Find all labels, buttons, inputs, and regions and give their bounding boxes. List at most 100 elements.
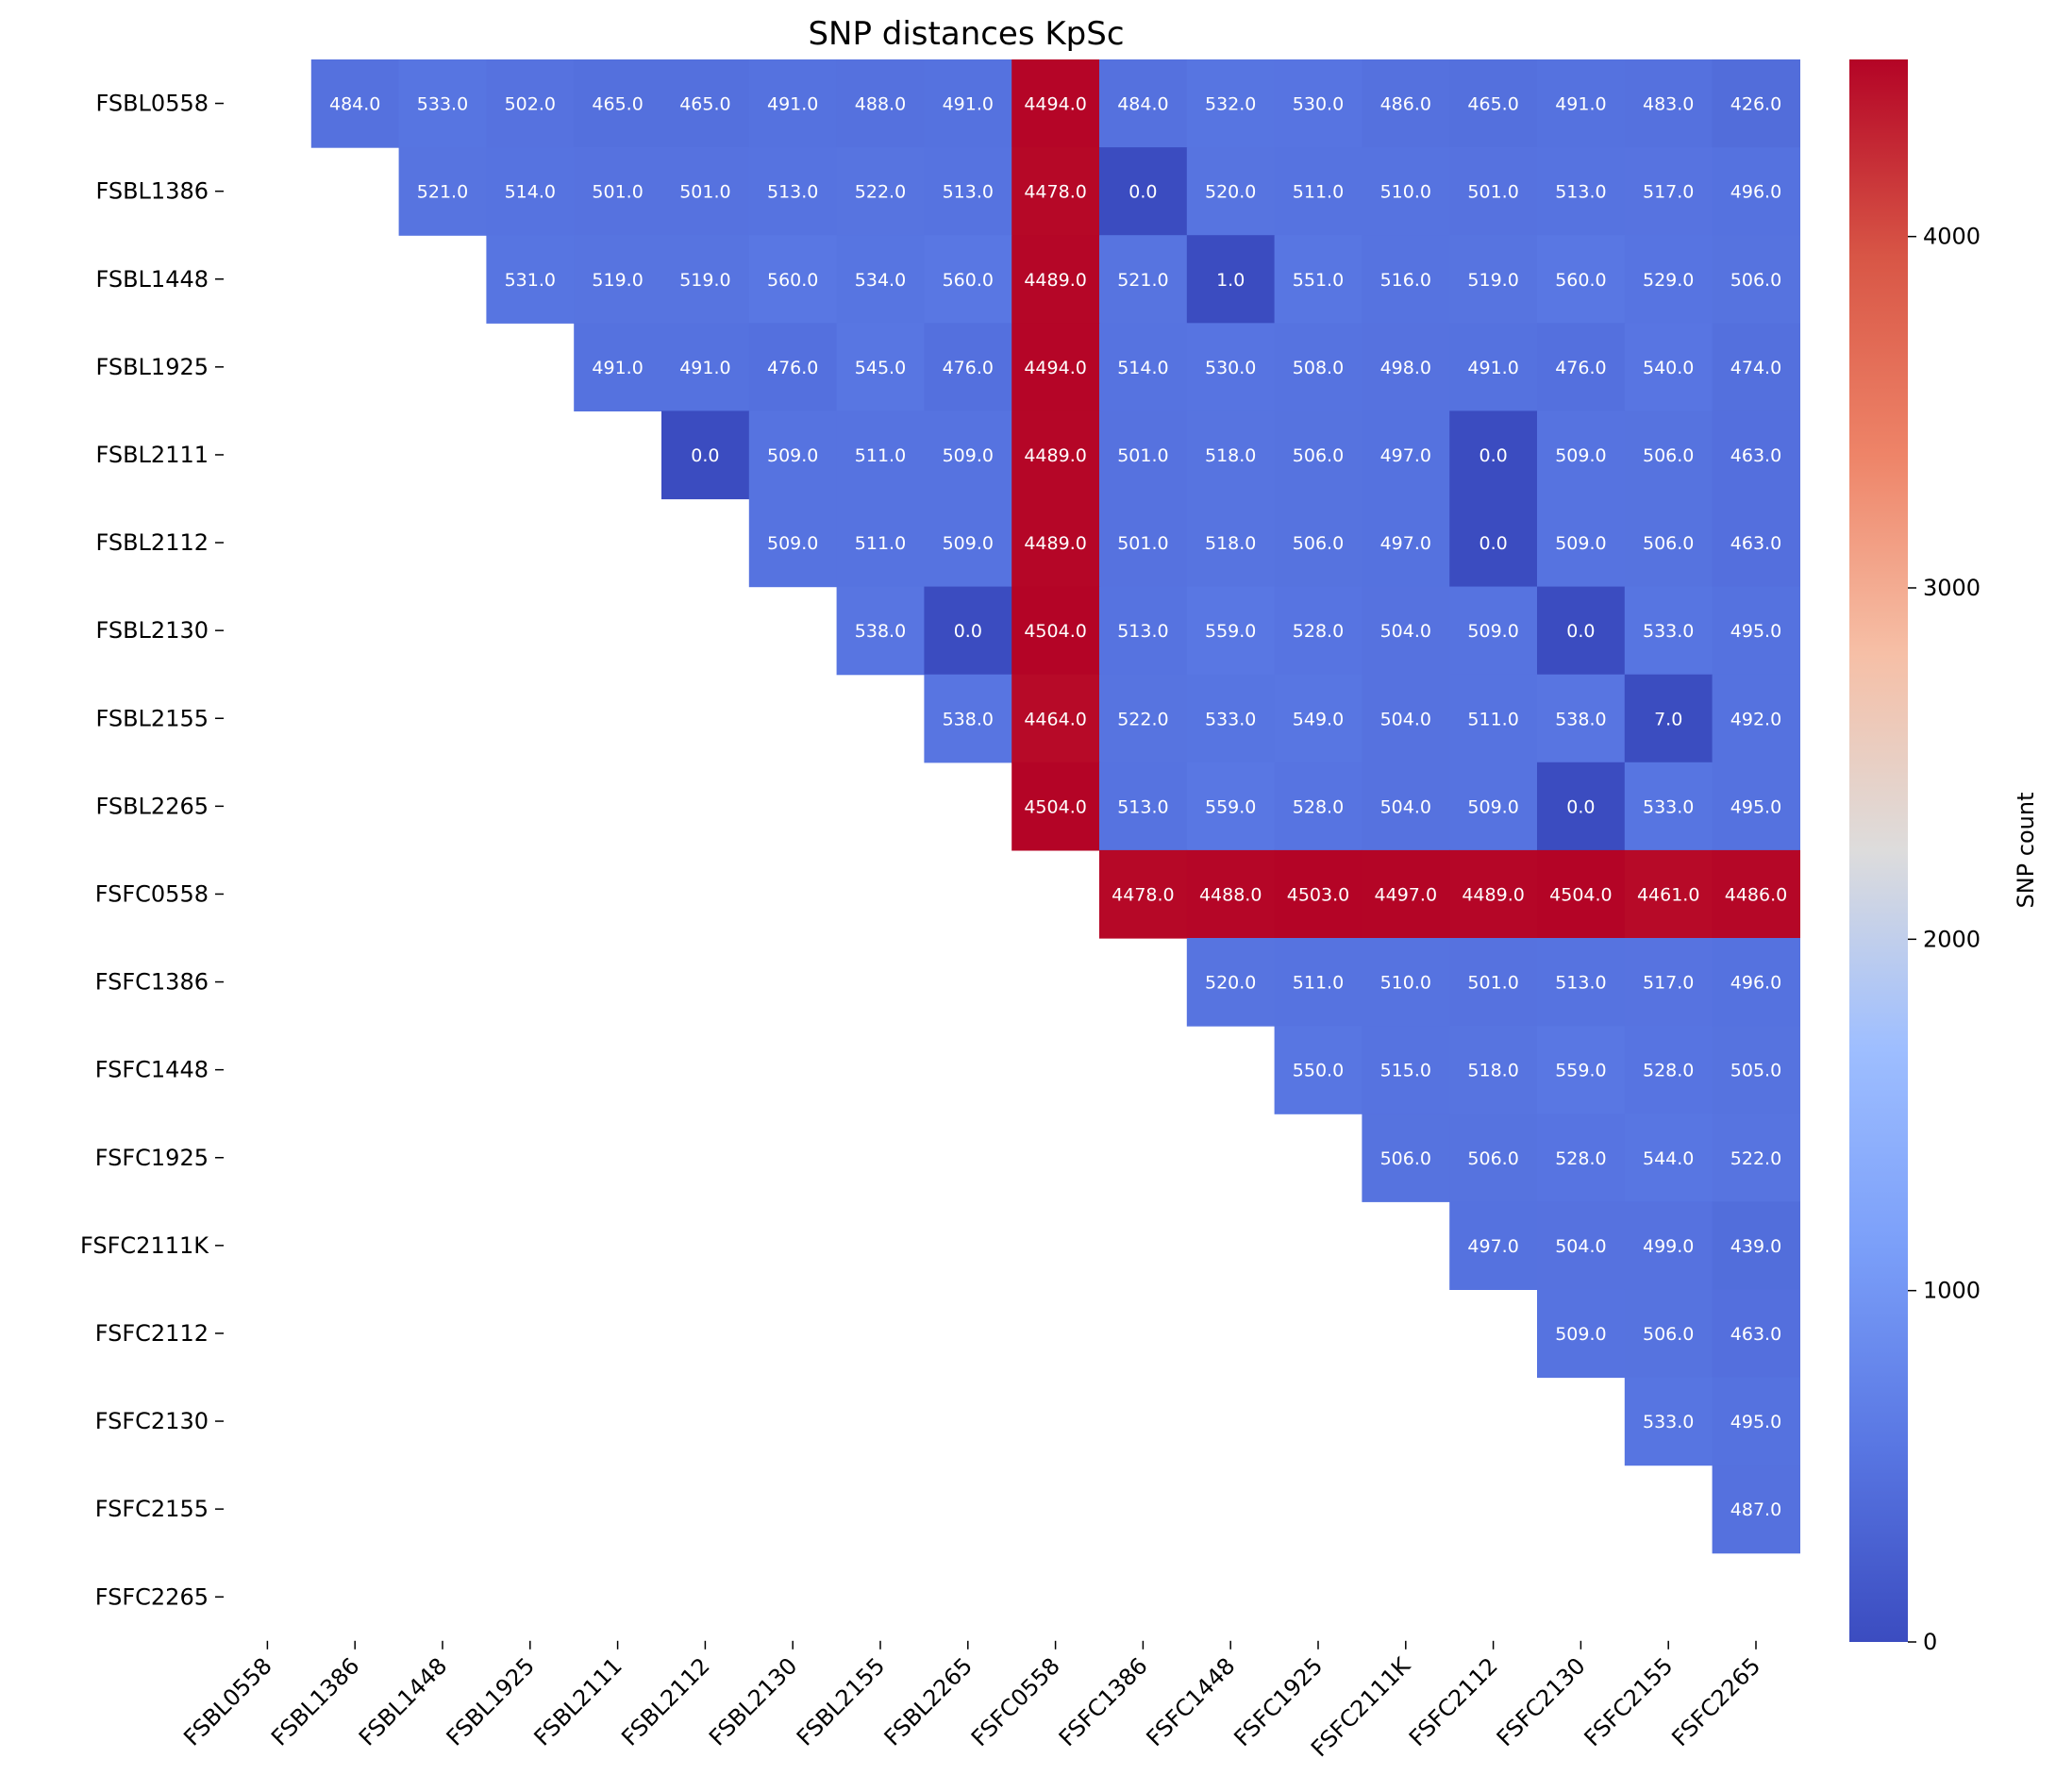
cell-value-label: 504.0 (1380, 796, 1431, 817)
cell-value-label: 538.0 (855, 621, 906, 642)
heatmap-cell (1712, 498, 1800, 588)
cell-value-label: 486.0 (1380, 94, 1431, 115)
heatmap-cell (486, 147, 575, 236)
y-tick-label: FSBL2112 (95, 529, 209, 556)
heatmap-cell (1537, 1114, 1626, 1202)
x-tick-label: FSFC0558 (966, 1652, 1065, 1751)
heatmap-cell (1624, 1289, 1713, 1379)
x-tick-label: FSBL2130 (704, 1652, 802, 1750)
heatmap-cell (1274, 1026, 1362, 1114)
cell-value-label: 522.0 (1730, 1148, 1781, 1169)
heatmap-cell (1712, 674, 1800, 763)
heatmap-cell (1274, 938, 1362, 1027)
heatmap-cell (1011, 410, 1100, 500)
cell-value-label: 476.0 (1555, 358, 1606, 378)
cell-value-label: 531.0 (505, 270, 556, 291)
cell-value-label: 4489.0 (1024, 533, 1086, 554)
heatmap-cell (1362, 1026, 1450, 1114)
cell-value-label: 518.0 (1205, 533, 1256, 554)
heatmap-cell (1362, 938, 1450, 1027)
cell-value-label: 4461.0 (1637, 884, 1699, 905)
cell-value-label: 506.0 (1730, 270, 1781, 291)
cell-value-label: 4504.0 (1024, 621, 1086, 642)
heatmap-cell (1274, 498, 1362, 588)
cell-value-label: 550.0 (1293, 1061, 1344, 1081)
heatmap-cells: 484.0 533.0 502.0 465.0 465.0 491.0 488.0 491.0… (310, 59, 1800, 1554)
cell-value-label: 0.0 (1566, 621, 1595, 642)
heatmap-cell (1099, 849, 1188, 939)
heatmap-cell (1362, 674, 1450, 763)
cell-value-label: 4486.0 (1725, 884, 1787, 905)
cell-value-label: 513.0 (1117, 796, 1168, 817)
heatmap-cell (924, 235, 1012, 324)
cell-value-label: 521.0 (1117, 270, 1168, 291)
heatmap-cell (1011, 498, 1100, 588)
heatmap-cell (1011, 235, 1100, 324)
y-tick-label: FSFC2265 (95, 1583, 209, 1610)
cell-value-label: 511.0 (1467, 709, 1518, 729)
heatmap-cell (1011, 674, 1100, 763)
cell-value-label: 538.0 (1555, 709, 1606, 729)
heatmap-cell (1537, 410, 1626, 500)
heatmap-cell (1099, 586, 1188, 676)
heatmap-cell (836, 323, 925, 411)
cell-value-label: 497.0 (1380, 533, 1431, 554)
x-tick-label: FSFC1386 (1054, 1652, 1153, 1751)
x-tick-label: FSFC2155 (1580, 1652, 1679, 1751)
cell-value-label: 517.0 (1643, 973, 1694, 994)
cell-value-label: 491.0 (679, 358, 730, 378)
cell-value-label: 509.0 (943, 445, 994, 466)
cell-value-label: 501.0 (1467, 182, 1518, 203)
heatmap-cell (1011, 586, 1100, 676)
heatmap-cell (924, 59, 1012, 148)
cell-value-label: 505.0 (1730, 1061, 1781, 1081)
heatmap-cell (1712, 410, 1800, 500)
heatmap-cell (1362, 147, 1450, 236)
heatmap-cell (1537, 849, 1626, 939)
heatmap-cell (1624, 1026, 1713, 1114)
colorbar: 0 1000 2000 3000 4000 SNP count (1849, 59, 2039, 1655)
heatmap-cell (1537, 762, 1626, 851)
cell-value-label: 513.0 (1555, 973, 1606, 994)
cell-value-label: 506.0 (1293, 533, 1344, 554)
y-tick-label: FSBL1448 (95, 266, 209, 293)
heatmap-cell (748, 323, 838, 411)
cell-value-label: 506.0 (1293, 445, 1344, 466)
cell-value-label: 534.0 (855, 270, 906, 291)
cell-value-label: 513.0 (943, 182, 994, 203)
heatmap-cell (1449, 147, 1538, 236)
cell-value-label: 528.0 (1555, 1148, 1606, 1169)
colorbar-tick-label: 2000 (1923, 926, 1981, 952)
cell-value-label: 0.0 (954, 621, 982, 642)
heatmap-cell (574, 235, 662, 324)
cell-value-label: 4494.0 (1024, 94, 1086, 115)
heatmap-cell (1099, 147, 1188, 236)
cell-value-label: 538.0 (943, 709, 994, 729)
cell-value-label: 484.0 (1117, 94, 1168, 115)
heatmap-cell (1712, 1201, 1800, 1290)
cell-value-label: 476.0 (943, 358, 994, 378)
cell-value-label: 509.0 (1555, 533, 1606, 554)
cell-value-label: 504.0 (1555, 1236, 1606, 1257)
heatmap-cell (924, 498, 1012, 588)
cell-value-label: 560.0 (767, 270, 818, 291)
cell-value-label: 509.0 (767, 533, 818, 554)
heatmap-cell (1712, 1026, 1800, 1114)
heatmap-cell (1449, 849, 1538, 939)
heatmap-cell (1624, 849, 1713, 939)
heatmap-cell (1537, 147, 1626, 236)
cell-value-label: 509.0 (1555, 445, 1606, 466)
heatmap-cell (1186, 849, 1276, 939)
cell-value-label: 518.0 (1467, 1061, 1518, 1081)
heatmap-cell (1011, 762, 1100, 851)
cell-value-label: 509.0 (1467, 796, 1518, 817)
cell-value-label: 495.0 (1730, 796, 1781, 817)
heatmap-cell (1099, 498, 1188, 588)
x-tick-label: FSBL2155 (792, 1652, 890, 1750)
heatmap-cell (1624, 323, 1713, 411)
heatmap-cell (1186, 674, 1276, 763)
cell-value-label: 513.0 (1117, 621, 1168, 642)
colorbar-ticks: 0 1000 2000 3000 4000 (1908, 224, 1981, 1655)
heatmap-cell (398, 59, 487, 148)
cell-value-label: 533.0 (1643, 796, 1694, 817)
